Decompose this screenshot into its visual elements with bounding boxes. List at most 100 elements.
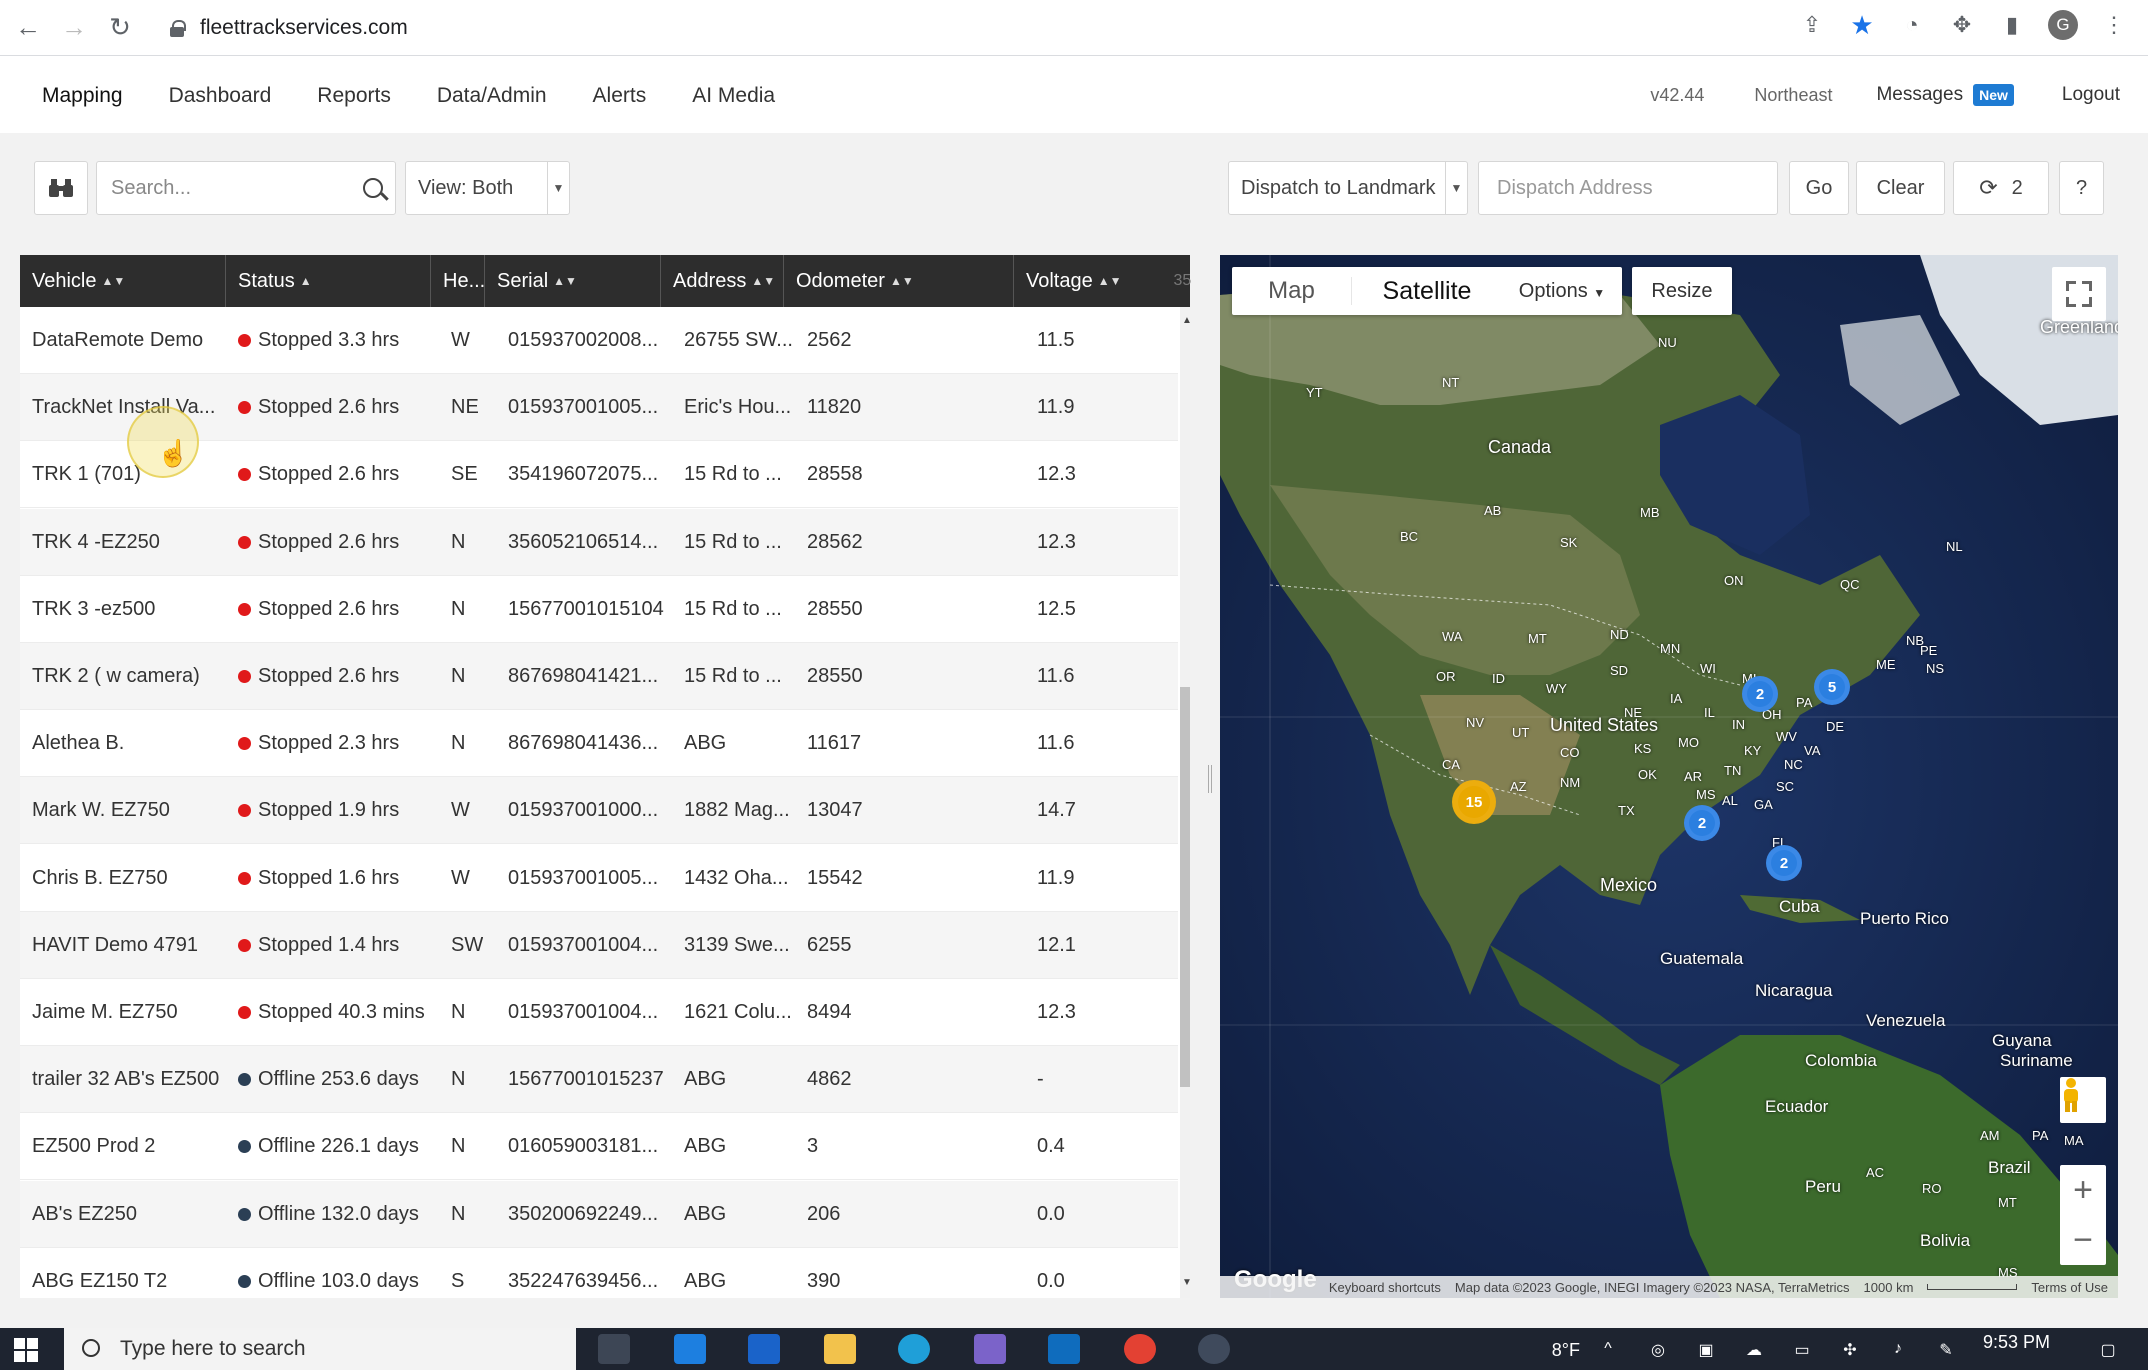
side-panel-icon[interactable]: ▮ [2005, 12, 2019, 37]
scroll-down-icon[interactable]: ▼ [1182, 1277, 1192, 1288]
edge-icon[interactable] [898, 1334, 930, 1364]
windows-start-icon[interactable] [14, 1338, 38, 1362]
binoculars-button[interactable] [34, 161, 88, 215]
table-row[interactable]: TRK 3 -ez500 Stopped 2.6 hrs N 156770010151… [20, 576, 1178, 643]
province-label: OK [1638, 767, 1657, 782]
profile-avatar[interactable]: G [2048, 10, 2078, 40]
zoom-in-icon[interactable]: + [2073, 1170, 2093, 1209]
table-row[interactable]: TrackNet Install Va... Stopped 2.6 hrs NE 0… [20, 374, 1178, 442]
puzzle-icon[interactable]: ✥ [1952, 12, 1972, 37]
tray-chevron-icon[interactable]: ^ [1604, 1340, 1612, 1357]
table-row[interactable]: HAVIT Demo 4791 Stopped 1.4 hrs SW 01593700… [20, 911, 1178, 979]
table-scrollbar[interactable] [1180, 307, 1190, 1298]
address-bar[interactable]: fleettrackservices.com [152, 8, 1892, 48]
col-status[interactable]: Status ▲ [226, 255, 431, 307]
tray-app-icon[interactable]: ◎ [1651, 1342, 1665, 1359]
map-cluster-marker[interactable]: 5 [1814, 669, 1850, 705]
refresh-button[interactable]: ⟳ 2 [1953, 161, 2049, 215]
col-odometer[interactable]: Odometer ▲▼ [784, 255, 1014, 307]
back-icon[interactable]: ← [15, 12, 41, 42]
weather-temperature[interactable]: 8°F [1551, 1340, 1580, 1360]
map-cluster-marker[interactable]: 2 [1742, 676, 1778, 712]
map-cluster-marker[interactable]: 15 [1452, 780, 1496, 824]
map-type-map-button[interactable]: Map [1232, 277, 1352, 305]
store-icon[interactable] [748, 1334, 780, 1364]
drag-handle-icon[interactable] [1208, 765, 1212, 793]
go-button[interactable]: Go [1789, 161, 1849, 215]
clear-button[interactable]: Clear [1856, 161, 1945, 215]
fullscreen-icon[interactable] [2052, 267, 2106, 321]
onedrive-icon[interactable]: ☁ [1746, 1342, 1762, 1359]
table-row[interactable]: Chris B. EZ750 Stopped 1.6 hrs W 0159370010… [20, 845, 1178, 912]
keyboard-shortcuts-link[interactable]: Keyboard shortcuts [1328, 1279, 1441, 1295]
nav-dashboard[interactable]: Dashboard [168, 84, 272, 107]
region-selector[interactable]: Northeast [1754, 84, 1833, 105]
recorder-icon[interactable] [1198, 1334, 1230, 1364]
map-options-dropdown[interactable]: Options ▼ [1502, 280, 1622, 303]
help-button[interactable]: ? [2059, 161, 2104, 215]
logout-link[interactable]: Logout [2061, 84, 2120, 105]
nav-ai-media[interactable]: AI Media [692, 84, 776, 107]
pen-icon[interactable]: ✎ [1939, 1342, 1953, 1359]
file-explorer-icon[interactable] [824, 1334, 856, 1364]
map-scale[interactable]: 1000 km [1863, 1279, 1914, 1295]
clock-time[interactable]: 9:53 PM [1982, 1332, 2050, 1352]
table-row[interactable]: TRK 2 ( w camera) Stopped 2.6 hrs N 8676980… [20, 643, 1178, 710]
table-row[interactable]: EZ500 Prod 2 Offline 226.1 days N 016059003… [20, 1113, 1178, 1181]
zoom-out-icon[interactable]: − [2073, 1220, 2093, 1259]
table-row[interactable]: AB's EZ250 Offline 132.0 days N 35020069224… [20, 1180, 1178, 1248]
table-row[interactable]: ABG EZ150 T2 Offline 103.0 days S 352247639… [20, 1248, 1178, 1298]
volume-icon[interactable]: ♪ [1894, 1340, 1902, 1357]
extension-check-icon[interactable]: ◔ [1905, 12, 1919, 37]
col-voltage[interactable]: Voltage ▲▼ 35 [1014, 255, 1191, 307]
col-address[interactable]: Address ▲▼ [661, 255, 784, 307]
tray-app-icon[interactable]: ▣ [1698, 1342, 1714, 1359]
messages-link[interactable]: Messages [1876, 84, 1964, 105]
tray-app-icon[interactable]: ✣ [1843, 1342, 1857, 1359]
col-serial[interactable]: Serial ▲▼ [485, 255, 661, 307]
table-row[interactable]: trailer 32 AB's EZ500 Offline 253.6 days N… [20, 1046, 1178, 1114]
nav-data-admin[interactable]: Data/Admin [436, 84, 547, 107]
forward-icon[interactable]: → [61, 12, 87, 42]
scroll-up-icon[interactable]: ▲ [1182, 315, 1192, 326]
province-label: OH [1762, 707, 1782, 722]
map-resize-button[interactable]: Resize [1632, 267, 1732, 315]
search-input[interactable]: Search... [96, 161, 396, 215]
notifications-icon[interactable]: ▢ [2100, 1342, 2116, 1359]
share-icon[interactable]: ⇪ [1802, 12, 1822, 37]
nav-alerts[interactable]: Alerts [592, 84, 647, 107]
dispatch-landmark-select[interactable]: Dispatch to Landmark ▼ [1228, 161, 1468, 215]
battery-icon[interactable]: ▭ [1794, 1342, 1810, 1359]
split-divider[interactable] [1200, 255, 1220, 1298]
taskbar-search-input[interactable]: Type here to search [64, 1328, 576, 1370]
table-row[interactable]: TRK 4 -EZ250 Stopped 2.6 hrs N 356052106514… [20, 508, 1178, 576]
col-heading[interactable]: He... [431, 255, 485, 307]
app-icon[interactable] [974, 1334, 1006, 1364]
chrome-icon[interactable] [1124, 1334, 1156, 1364]
cell-status: Stopped 2.6 hrs [238, 441, 399, 508]
scroll-thumb[interactable] [1180, 687, 1190, 1087]
nav-reports[interactable]: Reports [317, 84, 391, 107]
map-cluster-marker[interactable]: 2 [1766, 845, 1802, 881]
map-type-satellite-button[interactable]: Satellite [1382, 276, 1472, 305]
dispatch-address-input[interactable]: Dispatch Address [1478, 161, 1778, 215]
table-row[interactable]: DataRemote Demo Stopped 3.3 hrs W 015937002… [20, 307, 1178, 374]
table-row[interactable]: Mark W. EZ750 Stopped 1.9 hrs W 01593700100… [20, 777, 1178, 845]
search-icon[interactable] [363, 178, 383, 198]
bookmark-star-icon[interactable]: ★ [1850, 9, 1874, 40]
table-row[interactable]: Alethea B. Stopped 2.3 hrs N 867698041436..… [20, 710, 1178, 778]
outlook-icon[interactable] [1048, 1334, 1080, 1364]
reload-icon[interactable]: ↻ [109, 12, 131, 42]
kebab-menu-icon[interactable]: ⋮ [2103, 12, 2125, 37]
map-view[interactable]: Greenland Canada United States Mexico Cu… [1220, 255, 2118, 1298]
table-row[interactable]: Jaime M. EZ750 Stopped 40.3 mins N 01593700… [20, 979, 1178, 1046]
col-vehicle[interactable]: Vehicle ▲▼ [20, 255, 226, 307]
map-cluster-marker[interactable]: 2 [1684, 805, 1720, 841]
table-row[interactable]: TRK 1 (701) Stopped 2.6 hrs SE 354196072075… [20, 441, 1178, 509]
task-view-icon[interactable] [598, 1334, 630, 1364]
mail-icon[interactable] [674, 1334, 706, 1364]
street-view-pegman-icon[interactable] [2060, 1077, 2106, 1123]
terms-link[interactable]: Terms of Use [2031, 1279, 2108, 1295]
view-select[interactable]: View: Both ▼ [405, 161, 570, 215]
nav-mapping[interactable]: Mapping [42, 84, 123, 107]
